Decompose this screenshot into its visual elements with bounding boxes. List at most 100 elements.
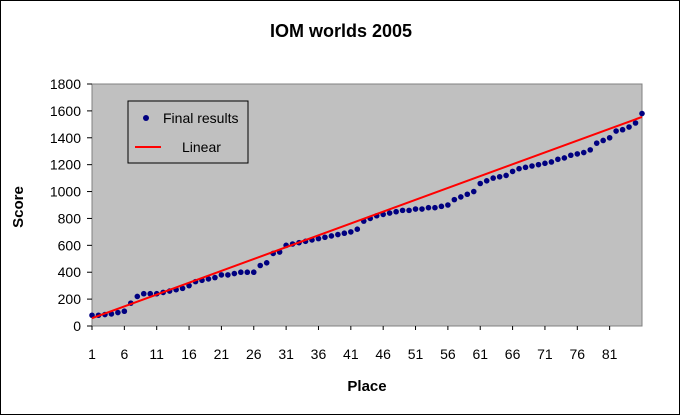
legend-marker-final-results bbox=[143, 115, 149, 121]
data-point bbox=[470, 188, 477, 195]
y-tick-label: 1600 bbox=[50, 103, 81, 119]
x-tick-label: 81 bbox=[602, 346, 618, 362]
y-tick-label: 1000 bbox=[50, 184, 81, 200]
x-axis-ticks: 1 6 11 16 21 26 31 36 41 46 51 56 61 66 71 76 81 bbox=[88, 326, 618, 362]
y-axis-title: Score bbox=[10, 186, 27, 228]
data-point bbox=[425, 204, 432, 211]
x-tick-label: 6 bbox=[120, 346, 128, 362]
x-tick-label: 26 bbox=[246, 346, 262, 362]
data-point bbox=[464, 191, 471, 198]
data-point bbox=[574, 151, 581, 157]
legend-label-linear: Linear bbox=[182, 139, 221, 155]
data-point bbox=[315, 235, 322, 242]
data-point bbox=[399, 207, 406, 214]
data-point bbox=[140, 290, 147, 297]
x-axis-title: Place bbox=[347, 378, 386, 395]
data-point bbox=[328, 233, 335, 239]
data-point bbox=[419, 206, 425, 212]
x-tick-label: 11 bbox=[149, 346, 164, 362]
chart-title: IOM worlds 2005 bbox=[270, 21, 412, 41]
data-point bbox=[147, 290, 154, 297]
data-point bbox=[134, 293, 141, 300]
x-tick-label: 56 bbox=[440, 346, 456, 362]
data-point bbox=[451, 196, 458, 203]
data-point bbox=[503, 172, 509, 179]
data-point bbox=[619, 126, 626, 133]
y-axis-ticks: 0 200 400 600 800 1000 1200 1400 1600 1800 bbox=[50, 76, 92, 334]
series-layer bbox=[89, 110, 645, 320]
y-tick-label: 1400 bbox=[50, 130, 81, 146]
data-point bbox=[412, 206, 419, 212]
data-point bbox=[186, 282, 192, 289]
x-tick-label: 71 bbox=[537, 346, 553, 362]
data-point bbox=[445, 202, 451, 208]
x-tick-label: 76 bbox=[570, 346, 586, 362]
data-point bbox=[393, 208, 399, 215]
x-tick-label: 61 bbox=[472, 346, 488, 362]
y-tick-label: 600 bbox=[58, 237, 82, 253]
legend-label-final-results: Final results bbox=[163, 110, 238, 126]
x-tick-label: 41 bbox=[343, 346, 359, 362]
x-tick-label: 51 bbox=[408, 346, 424, 362]
data-point bbox=[626, 124, 632, 130]
data-point bbox=[639, 110, 645, 117]
legend-box bbox=[127, 100, 249, 164]
data-point bbox=[121, 308, 128, 315]
data-point bbox=[322, 234, 328, 241]
data-point bbox=[341, 230, 348, 237]
trendline-linear bbox=[91, 115, 643, 320]
data-point bbox=[438, 203, 445, 210]
data-point bbox=[580, 149, 587, 156]
data-point bbox=[613, 128, 619, 134]
data-point bbox=[263, 260, 270, 266]
y-tick-label: 800 bbox=[58, 210, 82, 226]
data-point bbox=[354, 226, 361, 232]
data-point bbox=[257, 262, 264, 269]
data-point bbox=[568, 152, 574, 159]
data-point bbox=[522, 164, 529, 171]
data-point bbox=[250, 269, 257, 276]
data-point bbox=[179, 285, 186, 292]
data-point bbox=[432, 204, 438, 211]
x-tick-label: 31 bbox=[278, 346, 294, 362]
y-tick-label: 1800 bbox=[50, 76, 81, 92]
data-point bbox=[509, 168, 516, 175]
data-point bbox=[238, 269, 244, 276]
data-point bbox=[458, 194, 464, 200]
x-tick-label: 16 bbox=[181, 346, 197, 362]
data-point bbox=[600, 137, 606, 144]
data-point bbox=[542, 160, 548, 167]
legend: Final results Linear bbox=[127, 100, 249, 164]
data-point bbox=[406, 207, 412, 214]
data-point bbox=[535, 161, 542, 168]
data-point bbox=[593, 140, 600, 146]
data-point bbox=[231, 270, 238, 277]
data-point bbox=[205, 276, 212, 282]
data-point bbox=[587, 147, 594, 153]
data-point bbox=[218, 272, 225, 278]
data-point bbox=[212, 274, 218, 281]
y-tick-label: 0 bbox=[73, 318, 81, 334]
data-point bbox=[632, 120, 639, 126]
x-tick-label: 66 bbox=[505, 346, 521, 362]
x-tick-label: 36 bbox=[311, 346, 327, 362]
data-point bbox=[348, 229, 354, 235]
x-tick-label: 21 bbox=[214, 346, 230, 362]
data-point bbox=[483, 178, 490, 184]
data-point bbox=[335, 231, 341, 238]
x-tick-label: 1 bbox=[88, 346, 96, 362]
y-tick-label: 400 bbox=[58, 264, 82, 280]
y-tick-label: 1200 bbox=[50, 157, 81, 173]
data-point bbox=[561, 155, 568, 161]
data-point bbox=[606, 134, 613, 141]
data-point bbox=[477, 180, 484, 187]
data-point bbox=[516, 165, 522, 172]
y-tick-label: 200 bbox=[58, 291, 82, 307]
data-point bbox=[244, 269, 251, 276]
data-point bbox=[490, 175, 496, 181]
data-point bbox=[386, 210, 393, 216]
data-point bbox=[548, 159, 555, 165]
data-point bbox=[225, 272, 231, 278]
